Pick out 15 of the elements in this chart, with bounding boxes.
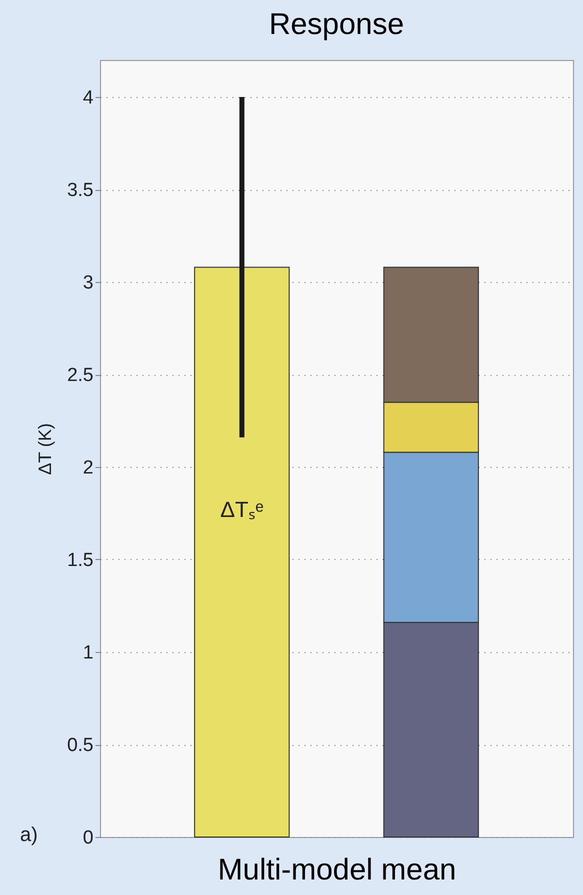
x-axis-title: Multi-model mean	[218, 854, 456, 886]
y-tick-label: 2	[82, 458, 94, 478]
y-tick-label: 3	[82, 272, 94, 294]
y-tick-label: 2.5	[67, 365, 94, 386]
y-axis-title: ΔT (K)	[35, 423, 56, 475]
y-tick-label: 1	[82, 642, 94, 664]
chart-title: Response	[268, 8, 404, 41]
y-tick-label: 0	[82, 828, 94, 848]
y-tick-label: 4	[82, 88, 94, 108]
y-tick-label: 0.5	[67, 735, 94, 756]
text: a)	[20, 824, 38, 846]
annotation: ΔTₛᵉ	[220, 497, 264, 522]
y-tick-label: 3.5	[67, 180, 94, 201]
y-tick-label: 1.5	[67, 550, 94, 571]
bar	[194, 266, 290, 838]
